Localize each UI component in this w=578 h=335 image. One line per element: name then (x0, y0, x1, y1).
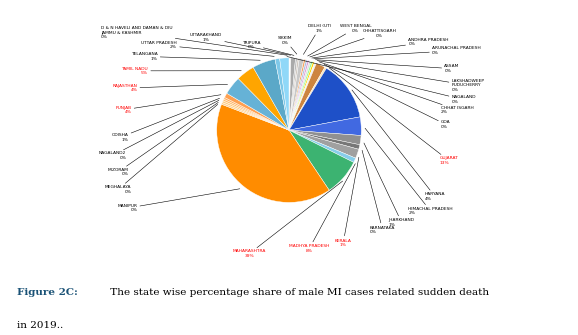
Text: TELANGANA
1%: TELANGANA 1% (131, 52, 260, 61)
Wedge shape (289, 63, 325, 130)
Wedge shape (289, 58, 291, 130)
Text: RAJASTHAN
4%: RAJASTHAN 4% (112, 84, 228, 92)
Text: GUJARAT
13%: GUJARAT 13% (329, 68, 458, 165)
Text: ASSAM
0%: ASSAM 0% (316, 60, 460, 73)
Text: MIZORAM
0%: MIZORAM 0% (108, 103, 218, 176)
Wedge shape (289, 130, 361, 145)
Wedge shape (289, 58, 295, 130)
Wedge shape (217, 104, 329, 202)
Wedge shape (289, 61, 311, 130)
Text: ODISHA
1%: ODISHA 1% (112, 98, 220, 142)
Text: TAMIL NADU
5%: TAMIL NADU 5% (121, 67, 241, 75)
Wedge shape (289, 130, 355, 162)
Text: SIKKIM
0%: SIKKIM 0% (278, 36, 297, 54)
Wedge shape (289, 67, 327, 130)
Wedge shape (223, 99, 289, 130)
Text: MANIPUR
0%: MANIPUR 0% (117, 189, 240, 212)
Text: TRIPURA
0%: TRIPURA 0% (242, 41, 294, 55)
Text: CHHATTISGARH
0%: CHHATTISGARH 0% (310, 29, 397, 57)
Text: HIMACHAL PRADESH
2%: HIMACHAL PRADESH 2% (365, 128, 453, 215)
Text: UTTARAKHAND
1%: UTTARAKHAND 1% (190, 33, 291, 55)
Wedge shape (289, 130, 359, 158)
Text: MAHARASHTRA
39%: MAHARASHTRA 39% (232, 181, 343, 258)
Wedge shape (289, 130, 360, 149)
Text: MADHYA PRADESH
8%: MADHYA PRADESH 8% (289, 164, 355, 253)
Text: in 2019..: in 2019.. (17, 321, 64, 330)
Text: Figure 2C:: Figure 2C: (17, 288, 78, 297)
Wedge shape (221, 103, 289, 130)
Text: KERALA
1%: KERALA 1% (335, 157, 359, 247)
Text: NAGALAND
0%: NAGALAND 0% (287, 57, 476, 104)
Wedge shape (224, 93, 289, 130)
Text: LAKSHADWEEP
PUDUCHERRY
0%: LAKSHADWEEP PUDUCHERRY 0% (317, 61, 484, 92)
Wedge shape (238, 67, 289, 130)
Text: PUNJAB
4%: PUNJAB 4% (115, 95, 221, 114)
Wedge shape (289, 61, 313, 130)
Text: ARUNACHAL PRADESH
0%: ARUNACHAL PRADESH 0% (314, 46, 481, 59)
Wedge shape (289, 60, 307, 130)
Wedge shape (289, 130, 354, 190)
Text: MEGHALAYA
0%: MEGHALAYA 0% (105, 105, 218, 194)
Text: D & N HAVELI AND DAMAN & DIU
JAMMU & KASHMIR
0%: D & N HAVELI AND DAMAN & DIU JAMMU & KAS… (101, 26, 287, 55)
Wedge shape (289, 117, 361, 135)
Wedge shape (253, 59, 289, 130)
Wedge shape (289, 63, 316, 130)
Wedge shape (289, 68, 360, 130)
Wedge shape (227, 79, 289, 130)
Wedge shape (224, 97, 289, 130)
Text: NAGALAND2
0%: NAGALAND2 0% (99, 100, 219, 160)
Wedge shape (222, 101, 289, 130)
Wedge shape (275, 58, 289, 130)
Text: JHARKHAND
1%: JHARKHAND 1% (364, 143, 415, 227)
Wedge shape (289, 58, 298, 130)
Text: KARNATAKA
0%: KARNATAKA 0% (362, 150, 395, 234)
Text: DELHI (UT)
1%: DELHI (UT) 1% (303, 24, 331, 54)
Text: WEST BENGAL
0%: WEST BENGAL 0% (307, 24, 371, 56)
Text: The state wise percentage share of male MI cases related sudden death: The state wise percentage share of male … (107, 288, 489, 297)
Wedge shape (289, 60, 309, 130)
Wedge shape (289, 58, 299, 130)
Text: UTTAR PRADESH
2%: UTTAR PRADESH 2% (141, 41, 274, 56)
Text: HARYANA
4%: HARYANA 4% (352, 90, 446, 201)
Wedge shape (280, 58, 289, 130)
Text: ANDHRA PRADESH
0%: ANDHRA PRADESH 0% (312, 38, 449, 58)
Wedge shape (289, 59, 304, 130)
Wedge shape (289, 62, 314, 130)
Text: CHHAT ISGARH
2%: CHHAT ISGARH 2% (319, 62, 473, 114)
Wedge shape (289, 59, 306, 130)
Text: GOA
0%: GOA 0% (324, 64, 450, 129)
